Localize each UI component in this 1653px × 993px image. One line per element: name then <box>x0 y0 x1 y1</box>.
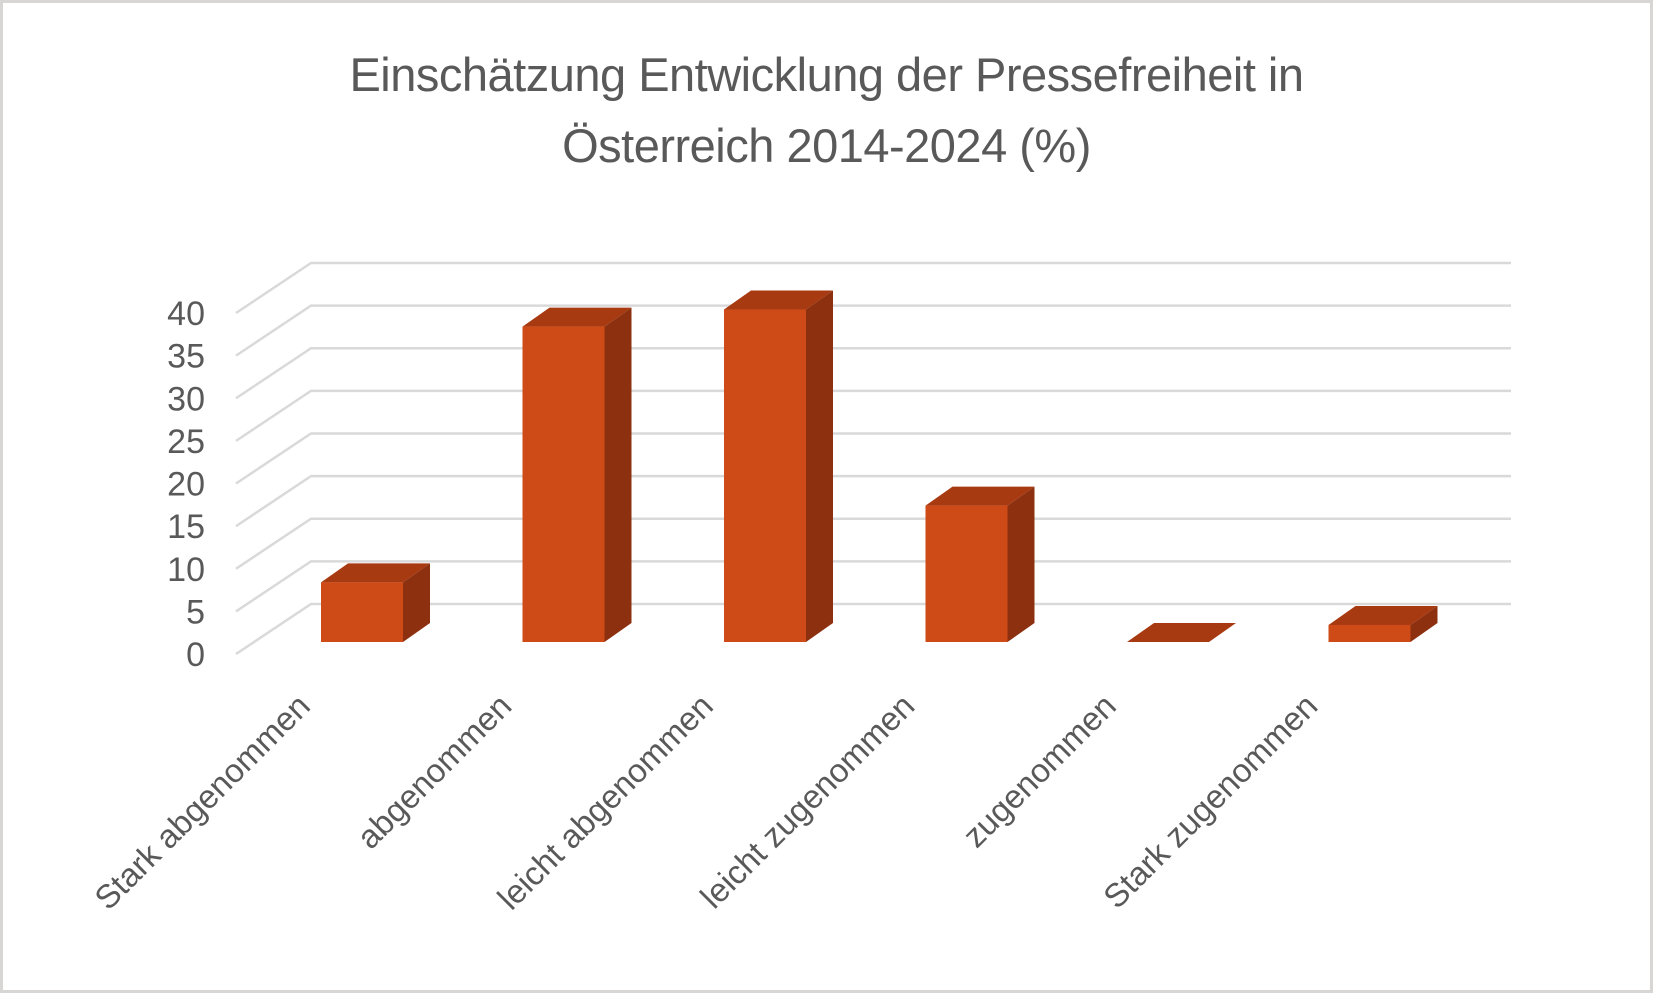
y-tick-label-10: 10 <box>167 551 205 589</box>
bar-abgenommen <box>522 326 605 642</box>
chart-plot-area: 0 5 10 15 20 25 30 35 40 Stark abgenommen abgenomm… <box>87 261 1511 917</box>
y-tick-label-15: 15 <box>167 508 205 546</box>
bar-leicht-abgenommen-top <box>724 290 833 310</box>
bar-abgenommen-top <box>522 307 632 327</box>
gridline-5 <box>235 560 1511 613</box>
bar-zugenommen <box>1127 623 1236 642</box>
bar-stark-zugenommen-top <box>1328 605 1438 625</box>
bar-stark-abgenommen <box>321 582 403 642</box>
bar-stark-zugenommen-side <box>1410 605 1438 642</box>
bar-leicht-zugenommen-top <box>925 486 1035 506</box>
gridline-10 <box>235 517 1511 570</box>
chart-title-line-2: Österreich 2014-2024 (%) <box>562 119 1091 172</box>
bar-stark-zugenommen <box>1328 624 1411 642</box>
y-tick-label-40: 40 <box>167 295 205 333</box>
bar-stark-abgenommen-top <box>321 563 430 583</box>
bar-stark-abgenommen-side <box>403 563 430 642</box>
x-category-label-stark-zugenommen: Stark zugenommen <box>1096 687 1324 915</box>
x-category-label-zugenommen: zugenommen <box>955 687 1123 855</box>
x-category-label-stark-abgenommen: Stark abgenommen <box>87 687 317 917</box>
x-category-label-leicht-abgenommen: leicht abgenommen <box>490 687 720 917</box>
y-tick-label-20: 20 <box>167 466 205 504</box>
y-tick-label-25: 25 <box>167 423 205 461</box>
bar-leicht-zugenommen-side <box>1007 486 1035 642</box>
gridline-20 <box>235 432 1511 485</box>
bar-leicht-abgenommen-side <box>806 290 833 642</box>
gridline-35 <box>235 304 1511 357</box>
bar-leicht-abgenommen <box>724 309 806 642</box>
gridline-0 <box>235 602 1511 656</box>
gridline-40 <box>235 261 1511 315</box>
bar-leicht-zugenommen <box>925 505 1008 642</box>
bar-abgenommen-side <box>604 307 632 642</box>
chart-title-line-1: Einschätzung Entwicklung der Pressefreih… <box>349 48 1304 101</box>
x-category-label-leicht-zugenommen: leicht zugenommen <box>693 687 922 916</box>
y-tick-label-35: 35 <box>167 338 205 376</box>
chart-title: Einschätzung Entwicklung der Pressefreih… <box>3 39 1650 181</box>
gridline-25 <box>235 389 1511 442</box>
x-category-label-abgenommen: abgenommen <box>350 687 519 856</box>
y-tick-label-30: 30 <box>167 380 205 418</box>
gridline-15 <box>235 474 1511 528</box>
y-tick-label-5: 5 <box>186 593 205 631</box>
y-tick-label-0: 0 <box>186 636 205 674</box>
gridline-30 <box>235 347 1511 400</box>
